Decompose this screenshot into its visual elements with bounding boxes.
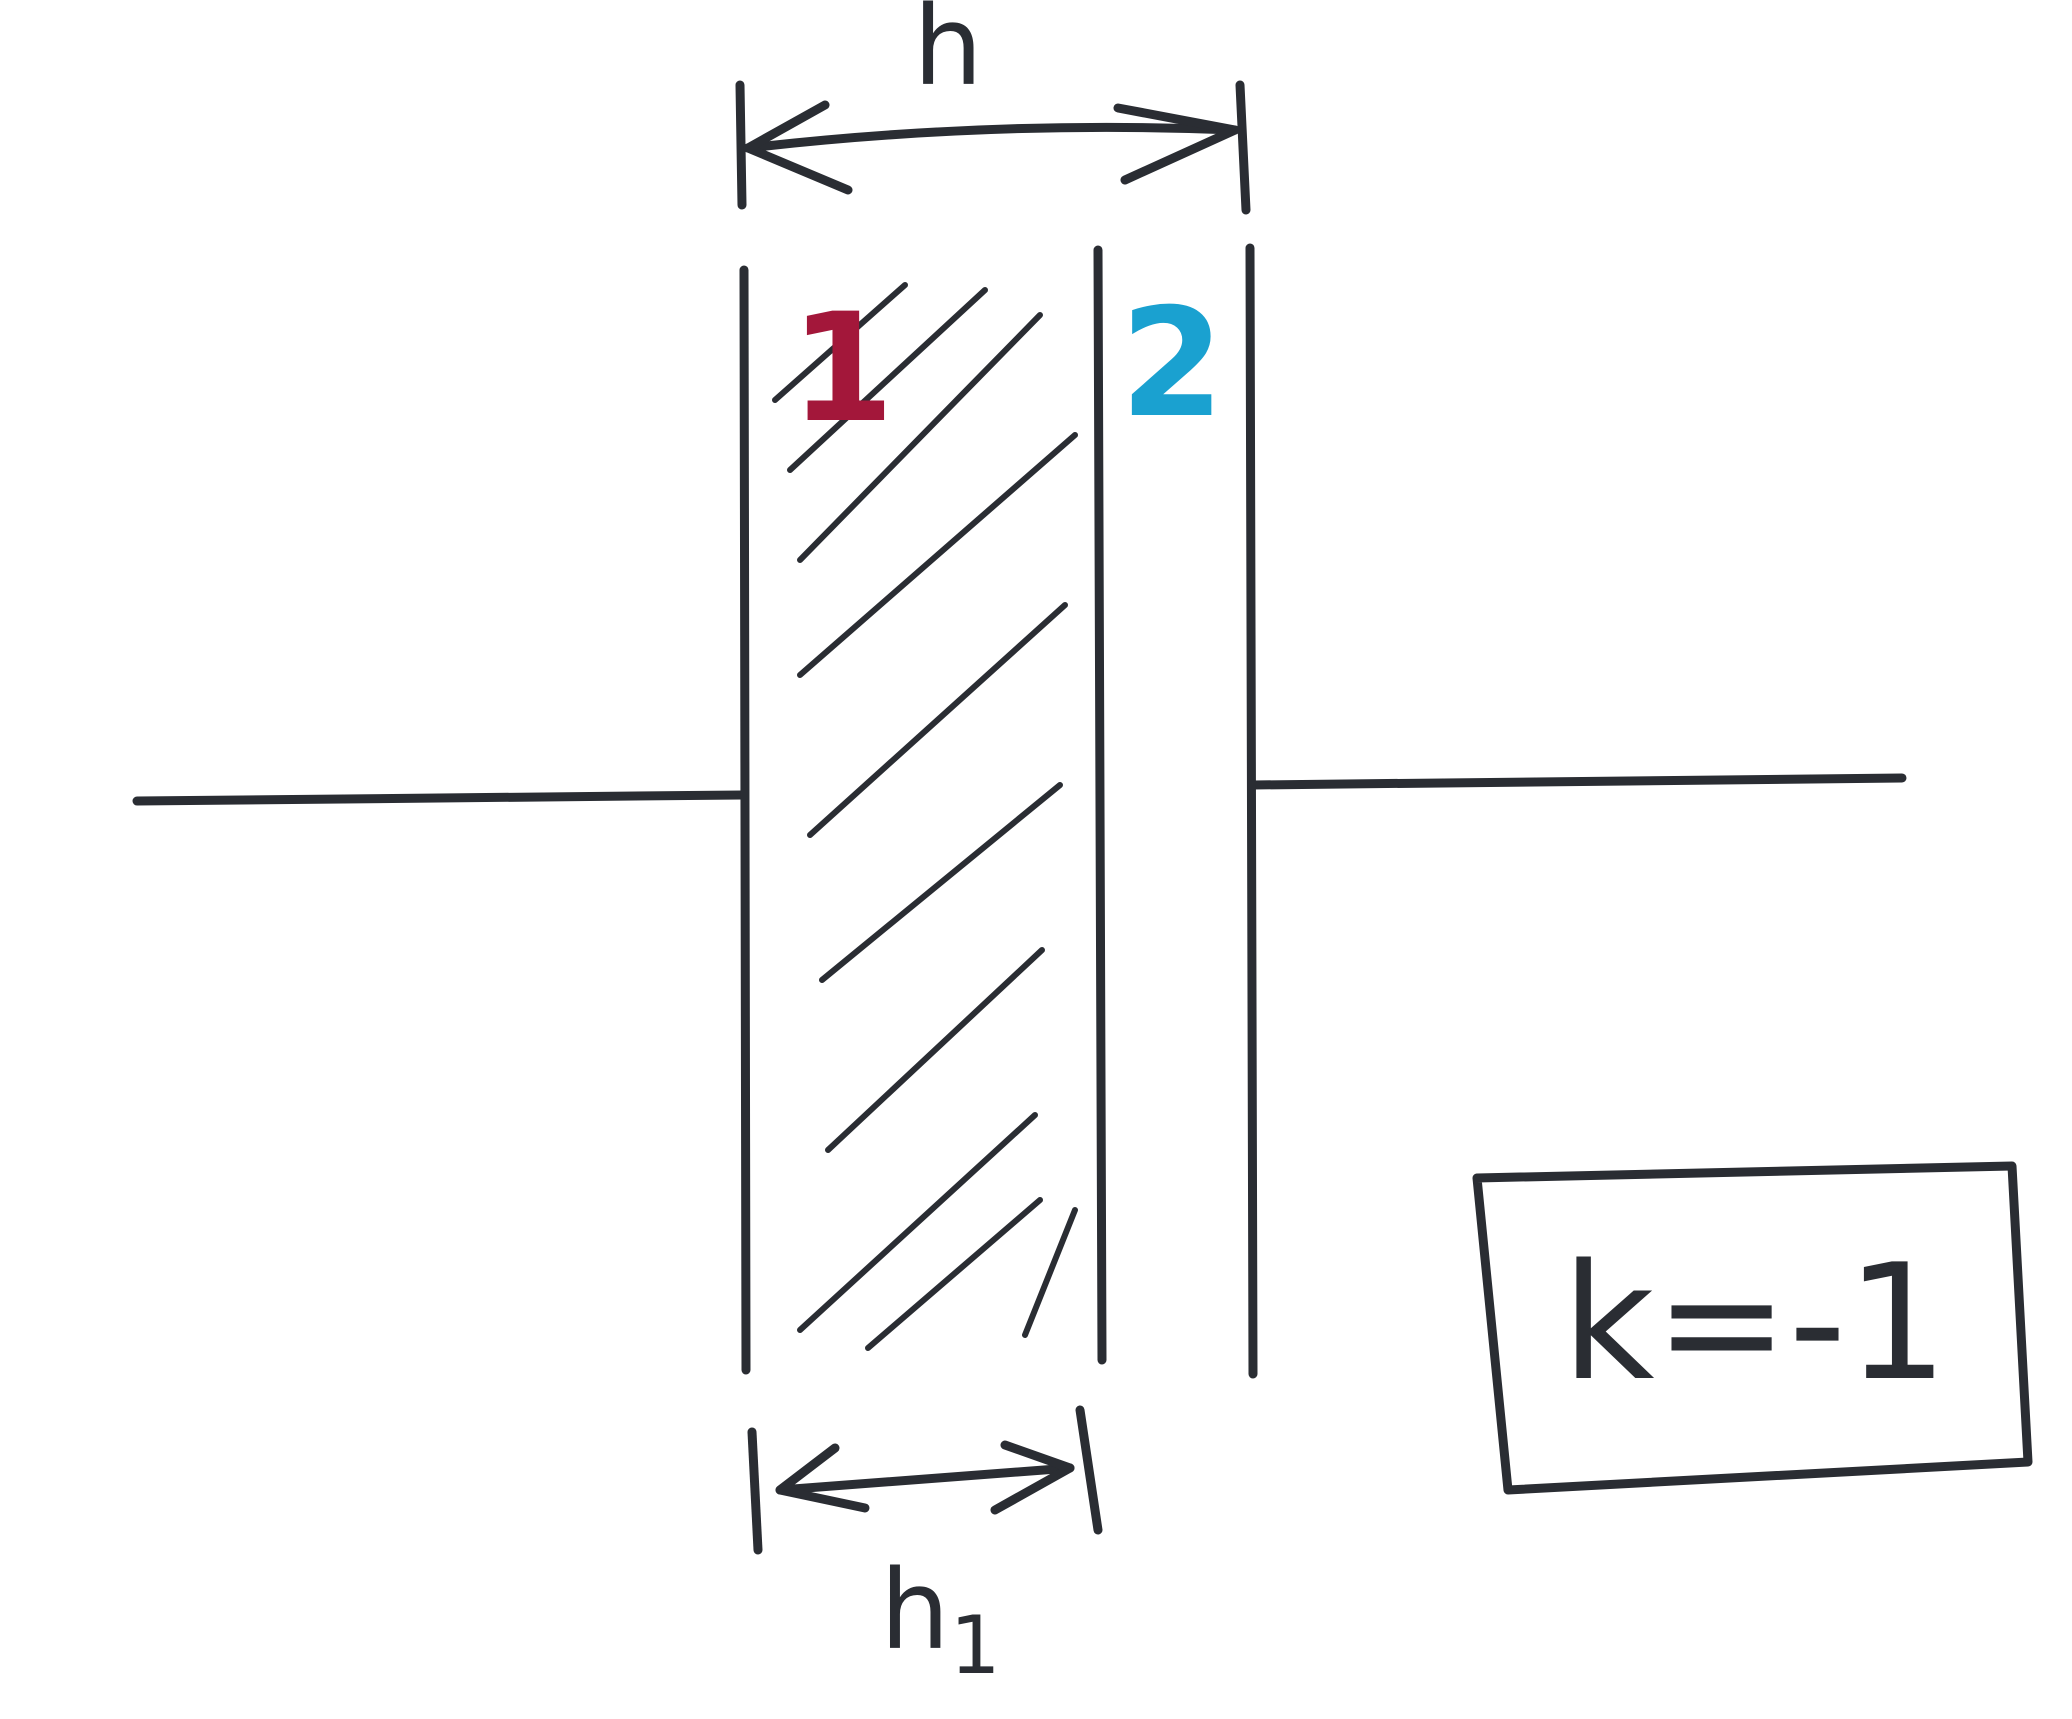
total-gap-dimension: h [735, 0, 1251, 215]
dimension-arrowhead-right [990, 1440, 1075, 1515]
left-wire [132, 790, 747, 806]
dielectric-hatching [772, 282, 1078, 1351]
dimension-tick-left [735, 80, 747, 210]
total-gap-label: h [913, 0, 983, 110]
dimension-arrowhead-left [775, 1443, 870, 1513]
equation-box: k=-1 [1472, 1161, 2033, 1495]
layer-thickness-dimension: h1 [747, 1405, 1103, 1692]
dielectric-interface [1093, 245, 1107, 1365]
layer-thickness-label: h1 [880, 1546, 1001, 1692]
hatch-line [797, 432, 1078, 678]
hatch-line [797, 1112, 1038, 1333]
dimension-line [775, 1463, 1075, 1495]
dimension-tick-right [1235, 80, 1251, 215]
dimension-tick-left [747, 1427, 763, 1555]
hatch-line [797, 312, 1043, 563]
hatch-line [772, 282, 908, 403]
hatch-line [865, 1197, 1043, 1351]
region-2-label: 2 [1120, 277, 1224, 451]
dimension-line [743, 122, 1240, 153]
left-plate [739, 265, 751, 1375]
right-plate [1245, 243, 1258, 1379]
hatch-line [787, 287, 988, 473]
layer-thickness-subscript: 1 [950, 1599, 1001, 1692]
dimension-arrowhead-left [743, 100, 853, 195]
equation-box-border [1472, 1161, 2033, 1495]
hatch-line [1022, 1207, 1078, 1338]
hatch-line [825, 947, 1045, 1153]
hatch-line [819, 782, 1063, 983]
layer-thickness-symbol: h [880, 1546, 950, 1674]
region-1-label: 1 [790, 282, 894, 456]
dimension-tick-right [1075, 1405, 1103, 1535]
k-equation: k=-1 [1562, 1229, 1948, 1416]
hatch-line [807, 602, 1068, 838]
dimension-arrowhead-right [1113, 103, 1240, 185]
right-wire [1248, 773, 1907, 790]
